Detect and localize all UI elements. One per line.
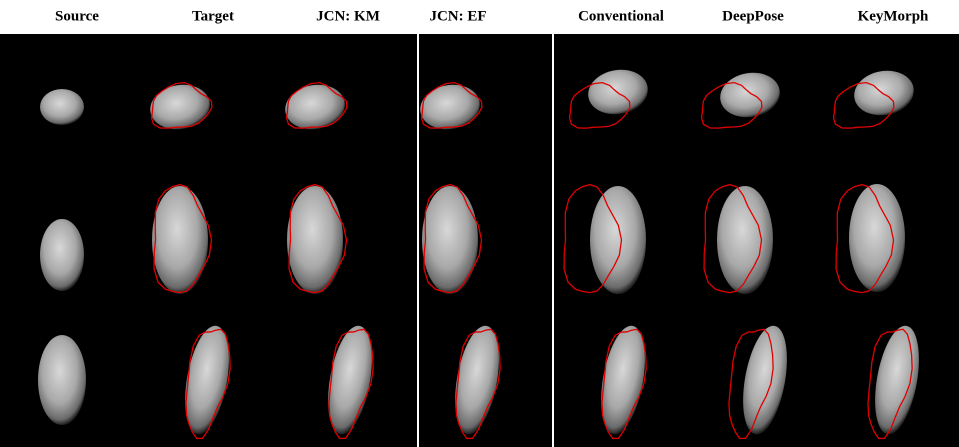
warped-image	[287, 186, 343, 294]
column-header: KeyMorph	[858, 8, 929, 24]
source-image	[38, 335, 86, 425]
column-header: Source	[55, 8, 99, 24]
warped-image	[590, 186, 646, 294]
warped-image	[717, 186, 773, 294]
warped-image	[422, 186, 478, 294]
column-header: Conventional	[578, 8, 664, 24]
source-image	[40, 219, 84, 291]
column-header: JCN: EF	[429, 8, 486, 24]
column-header: JCN: KM	[316, 8, 380, 24]
warped-image	[152, 186, 208, 294]
source-image	[40, 89, 84, 125]
column-header: DeepPose	[722, 8, 784, 24]
column-header: Target	[192, 8, 234, 24]
figure: Source Target JCN: KM JCN: EF Convention…	[0, 0, 959, 447]
